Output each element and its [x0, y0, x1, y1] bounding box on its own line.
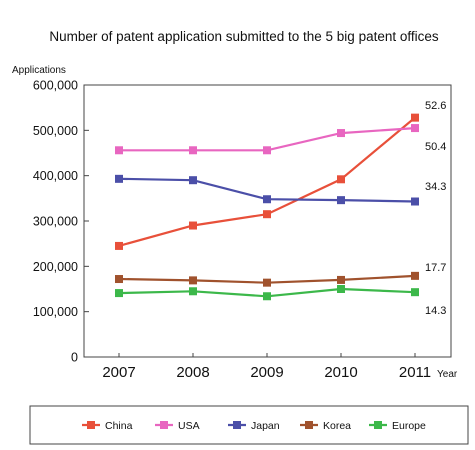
legend-label-japan: Japan: [251, 420, 280, 432]
x-tick-label: 2011: [399, 364, 431, 381]
end-label-japan: 34.3: [425, 181, 446, 193]
x-axis-label: Year: [437, 369, 458, 380]
y-axis-ticks: 0 100,000 200,000 300,000 400,000 500,000 600,…: [33, 79, 89, 365]
plot-area-frame: [83, 84, 452, 358]
x-tick-label: 2010: [324, 364, 357, 381]
data-point-europe: [337, 285, 345, 293]
end-label-korea: 17.7: [425, 262, 446, 274]
y-tick-label: 500,000: [33, 124, 78, 138]
end-label-usa: 50.4: [425, 141, 446, 153]
y-tick-label: 200,000: [33, 260, 78, 274]
x-tick-label: 2007: [102, 364, 135, 381]
y-tick-label: 600,000: [33, 79, 78, 93]
data-point-usa: [411, 124, 419, 133]
data-point-europe: [411, 288, 419, 297]
legend-box: [29, 405, 469, 445]
legend-marker-usa: [160, 421, 168, 429]
data-point-japan: [189, 176, 197, 185]
legend-label-europe: Europe: [392, 420, 426, 432]
end-value-labels: 52.6 50.4 34.3 17.7 14.3: [425, 100, 446, 317]
chart-title: Number of patent application submitted t…: [49, 29, 438, 44]
legend: China USA Japan Korea Europe: [82, 420, 426, 432]
data-point-japan: [411, 197, 419, 206]
data-point-korea: [263, 278, 271, 287]
x-tick-label: 2008: [176, 364, 209, 381]
x-tick-label: 2009: [250, 364, 283, 381]
end-label-europe: 14.3: [425, 305, 446, 317]
data-point-china: [337, 175, 345, 184]
legend-label-korea: Korea: [323, 420, 351, 432]
data-point-usa: [189, 146, 197, 155]
y-tick-label: 300,000: [33, 215, 78, 229]
data-point-europe: [263, 292, 271, 301]
data-point-korea: [189, 276, 197, 285]
x-axis-ticks: 2007 2008 2009 2010 2011: [102, 353, 431, 381]
data-point-korea: [115, 275, 123, 284]
data-point-korea: [411, 271, 419, 280]
legend-label-usa: USA: [178, 420, 200, 432]
legend-marker-korea: [305, 421, 313, 429]
data-point-usa: [337, 129, 345, 138]
data-point-japan: [337, 196, 345, 205]
data-point-china: [189, 221, 197, 230]
data-point-europe: [189, 287, 197, 296]
y-tick-label: 100,000: [33, 305, 78, 319]
series-line-china: [118, 116, 416, 247]
legend-marker-japan: [233, 421, 241, 429]
end-label-china: 52.6: [425, 100, 446, 112]
data-point-japan: [115, 174, 123, 183]
data-point-japan: [263, 195, 271, 204]
data-point-china: [115, 241, 123, 250]
y-tick-label: 400,000: [33, 169, 78, 183]
y-axis-label: Applications: [12, 65, 66, 76]
legend-marker-china: [87, 421, 95, 429]
legend-label-china: China: [105, 420, 133, 432]
data-point-china: [411, 113, 419, 122]
data-point-china: [263, 210, 271, 219]
data-point-usa: [115, 146, 123, 155]
y-tick-label: 0: [71, 351, 78, 365]
series-lines: [115, 113, 419, 301]
legend-marker-europe: [374, 421, 382, 429]
data-point-korea: [337, 275, 345, 284]
data-point-usa: [263, 146, 271, 155]
data-point-europe: [115, 289, 123, 298]
